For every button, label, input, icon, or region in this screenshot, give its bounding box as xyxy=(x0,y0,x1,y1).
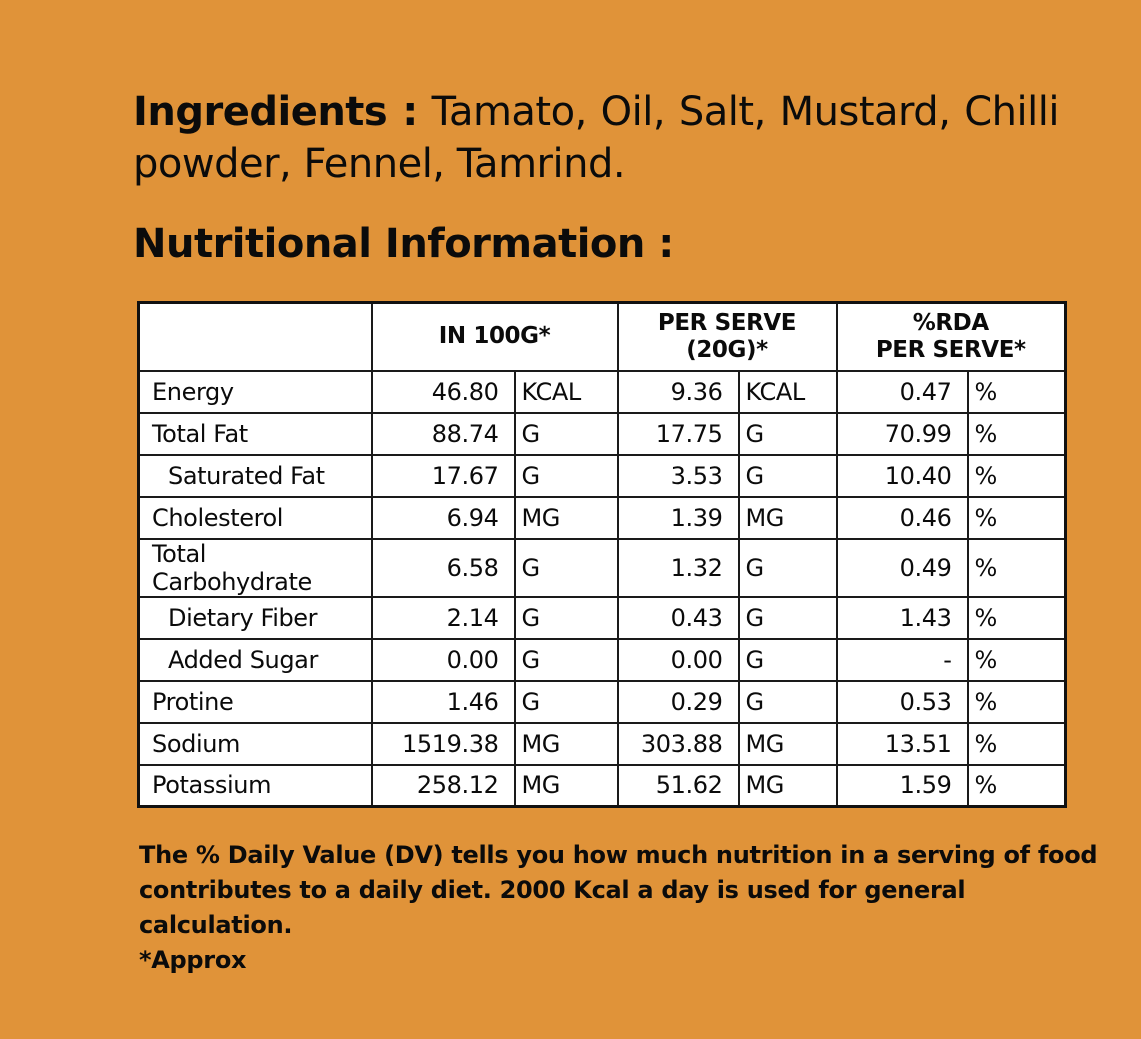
value-rda: 1.43 xyxy=(835,595,969,640)
value-per-serve: 3.53 xyxy=(616,453,740,498)
footnote-approx: *Approx xyxy=(139,946,247,974)
ingredients-text: Tamato, Oil, Salt, Mustard, Chilli powde… xyxy=(133,89,1060,187)
unit-per-serve: G xyxy=(737,537,838,598)
header-rda-line1: %RDA xyxy=(912,309,989,336)
unit-per-100g: G xyxy=(513,637,619,682)
unit-per-serve: G xyxy=(737,595,838,640)
nutrient-name: Saturated Fat xyxy=(137,453,373,498)
table-row-added-sugar: Added Sugar 0.00 G 0.00 G - % xyxy=(137,637,1067,682)
value-per-100g: 6.58 xyxy=(370,537,516,598)
value-rda: 0.46 xyxy=(835,495,969,540)
value-per-serve: 0.43 xyxy=(616,595,740,640)
nutrient-name: Dietary Fiber xyxy=(137,595,373,640)
nutrient-name: Added Sugar xyxy=(137,637,373,682)
header-rda-line2: PER SERVE* xyxy=(875,336,1026,363)
value-rda: 10.40 xyxy=(835,453,969,498)
nutrient-name: Potassium xyxy=(137,763,373,808)
nutrient-name: Total Fat xyxy=(137,411,373,456)
unit-per-100g: G xyxy=(513,411,619,456)
value-per-100g: 17.67 xyxy=(370,453,516,498)
unit-per-100g: MG xyxy=(513,495,619,540)
table-row-dietary-fiber: Dietary Fiber 2.14 G 0.43 G 1.43 % xyxy=(137,595,1067,640)
unit-per-serve: G xyxy=(737,679,838,724)
value-per-100g: 2.14 xyxy=(370,595,516,640)
unit-per-100g: KCAL xyxy=(513,369,619,414)
value-per-serve: 1.32 xyxy=(616,537,740,598)
unit-rda: % xyxy=(966,763,1067,808)
unit-rda: % xyxy=(966,679,1067,724)
unit-rda: % xyxy=(966,721,1067,766)
value-per-100g: 1.46 xyxy=(370,679,516,724)
unit-per-serve: KCAL xyxy=(737,369,838,414)
table-row-saturated-fat: Saturated Fat 17.67 G 3.53 G 10.40 % xyxy=(137,453,1067,498)
unit-rda: % xyxy=(966,411,1067,456)
table-row-total-carbohydrate: Total Carbohydrate 6.58 G 1.32 G 0.49 % xyxy=(137,537,1067,598)
table-header-row: IN 100G* PER SERVE (20G)* %RDA PER SERVE* xyxy=(137,301,1067,372)
header-nutrient xyxy=(137,301,373,372)
value-rda: - xyxy=(835,637,969,682)
value-per-serve: 0.29 xyxy=(616,679,740,724)
footnote: The % Daily Value (DV) tells you how muc… xyxy=(139,838,1099,978)
footnote-line-2: contributes to a daily diet. 2000 Kcal a… xyxy=(139,876,966,939)
nutrient-name: Protine xyxy=(137,679,373,724)
value-per-serve: 0.00 xyxy=(616,637,740,682)
value-per-serve: 51.62 xyxy=(616,763,740,808)
nutrient-name: Sodium xyxy=(137,721,373,766)
value-per-100g: 258.12 xyxy=(370,763,516,808)
ingredients-paragraph: Ingredients : Tamato, Oil, Salt, Mustard… xyxy=(133,86,1060,190)
value-per-100g: 0.00 xyxy=(370,637,516,682)
unit-per-serve: MG xyxy=(737,763,838,808)
unit-rda: % xyxy=(966,495,1067,540)
unit-rda: % xyxy=(966,637,1067,682)
header-per-serve-line2: (20G)* xyxy=(686,336,768,363)
nutrition-table: IN 100G* PER SERVE (20G)* %RDA PER SERVE* … xyxy=(137,301,1067,808)
nutrition-title: Nutritional Information : xyxy=(133,221,674,267)
table-row-cholesterol: Cholesterol 6.94 MG 1.39 MG 0.46 % xyxy=(137,495,1067,540)
value-rda: 70.99 xyxy=(835,411,969,456)
nutrient-name: Total Carbohydrate xyxy=(137,537,373,598)
value-rda: 1.59 xyxy=(835,763,969,808)
value-rda: 0.49 xyxy=(835,537,969,598)
unit-per-serve: G xyxy=(737,453,838,498)
unit-rda: % xyxy=(966,369,1067,414)
nutrient-name: Cholesterol xyxy=(137,495,373,540)
value-per-serve: 17.75 xyxy=(616,411,740,456)
unit-per-100g: G xyxy=(513,595,619,640)
value-rda: 0.47 xyxy=(835,369,969,414)
table-row-energy: Energy 46.80 KCAL 9.36 KCAL 0.47 % xyxy=(137,369,1067,414)
ingredients-label: Ingredients : xyxy=(133,89,418,135)
unit-per-serve: MG xyxy=(737,721,838,766)
header-in-100g: IN 100G* xyxy=(370,301,619,372)
unit-per-100g: G xyxy=(513,537,619,598)
nutrient-name: Energy xyxy=(137,369,373,414)
unit-per-100g: MG xyxy=(513,721,619,766)
table-row-protine: Protine 1.46 G 0.29 G 0.53 % xyxy=(137,679,1067,724)
header-per-serve-line1: PER SERVE xyxy=(657,309,797,336)
unit-per-100g: G xyxy=(513,453,619,498)
unit-per-serve: G xyxy=(737,637,838,682)
unit-rda: % xyxy=(966,537,1067,598)
footnote-line-1: The % Daily Value (DV) tells you how muc… xyxy=(139,841,1098,869)
header-per-serve: PER SERVE (20G)* xyxy=(616,301,838,372)
header-rda: %RDA PER SERVE* xyxy=(835,301,1067,372)
unit-per-100g: G xyxy=(513,679,619,724)
value-rda: 13.51 xyxy=(835,721,969,766)
value-per-serve: 1.39 xyxy=(616,495,740,540)
value-per-100g: 1519.38 xyxy=(370,721,516,766)
unit-per-100g: MG xyxy=(513,763,619,808)
value-per-serve: 9.36 xyxy=(616,369,740,414)
unit-rda: % xyxy=(966,595,1067,640)
unit-rda: % xyxy=(966,453,1067,498)
header-in-100g-label: IN 100G* xyxy=(438,323,551,350)
unit-per-serve: MG xyxy=(737,495,838,540)
table-row-total-fat: Total Fat 88.74 G 17.75 G 70.99 % xyxy=(137,411,1067,456)
value-per-100g: 88.74 xyxy=(370,411,516,456)
unit-per-serve: G xyxy=(737,411,838,456)
table-row-sodium: Sodium 1519.38 MG 303.88 MG 13.51 % xyxy=(137,721,1067,766)
table-row-potassium: Potassium 258.12 MG 51.62 MG 1.59 % xyxy=(137,763,1067,808)
value-per-100g: 6.94 xyxy=(370,495,516,540)
value-per-100g: 46.80 xyxy=(370,369,516,414)
value-per-serve: 303.88 xyxy=(616,721,740,766)
value-rda: 0.53 xyxy=(835,679,969,724)
